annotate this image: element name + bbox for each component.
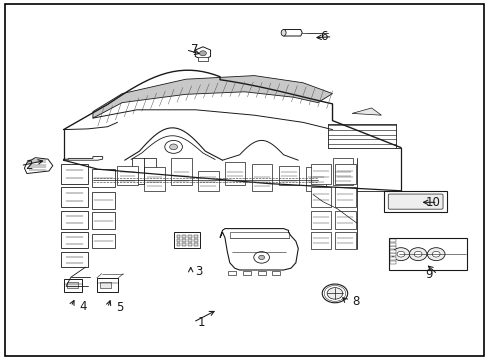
FancyBboxPatch shape — [182, 239, 186, 242]
Polygon shape — [63, 279, 82, 292]
Text: 3: 3 — [195, 265, 203, 278]
Polygon shape — [334, 164, 355, 184]
Polygon shape — [251, 164, 272, 191]
FancyBboxPatch shape — [389, 261, 395, 264]
Polygon shape — [305, 167, 325, 191]
Polygon shape — [61, 211, 88, 229]
Polygon shape — [92, 169, 115, 187]
FancyBboxPatch shape — [389, 250, 395, 253]
Polygon shape — [61, 232, 88, 248]
FancyBboxPatch shape — [182, 243, 186, 246]
FancyBboxPatch shape — [194, 239, 198, 242]
Polygon shape — [383, 191, 447, 212]
FancyBboxPatch shape — [182, 235, 186, 238]
FancyBboxPatch shape — [194, 235, 198, 238]
FancyBboxPatch shape — [389, 246, 395, 249]
Polygon shape — [92, 212, 115, 229]
Polygon shape — [198, 171, 218, 191]
Polygon shape — [278, 166, 299, 185]
Text: 5: 5 — [116, 301, 123, 314]
Text: 9: 9 — [425, 268, 432, 281]
FancyBboxPatch shape — [188, 235, 192, 238]
FancyBboxPatch shape — [389, 257, 395, 260]
Text: 6: 6 — [320, 30, 327, 43]
Polygon shape — [351, 108, 381, 115]
Polygon shape — [334, 187, 355, 207]
Circle shape — [199, 51, 206, 56]
FancyBboxPatch shape — [100, 282, 111, 288]
FancyBboxPatch shape — [194, 243, 198, 246]
Polygon shape — [24, 158, 53, 174]
Circle shape — [258, 255, 264, 260]
Polygon shape — [257, 271, 265, 275]
Circle shape — [413, 251, 421, 257]
Polygon shape — [310, 232, 330, 249]
FancyBboxPatch shape — [389, 243, 395, 246]
Circle shape — [169, 144, 177, 150]
Polygon shape — [173, 232, 200, 248]
Circle shape — [396, 251, 404, 257]
Polygon shape — [332, 158, 352, 185]
Circle shape — [164, 140, 182, 153]
Polygon shape — [243, 271, 250, 275]
FancyBboxPatch shape — [389, 239, 395, 242]
Text: 2: 2 — [25, 159, 33, 172]
Polygon shape — [198, 57, 207, 61]
Polygon shape — [334, 232, 355, 249]
Polygon shape — [93, 76, 332, 118]
Text: 10: 10 — [425, 196, 439, 209]
Polygon shape — [171, 158, 191, 185]
Text: 1: 1 — [198, 316, 205, 329]
Polygon shape — [92, 234, 115, 248]
Polygon shape — [97, 278, 118, 292]
FancyBboxPatch shape — [176, 243, 180, 246]
Circle shape — [391, 248, 409, 261]
FancyBboxPatch shape — [176, 235, 180, 238]
Polygon shape — [310, 211, 330, 229]
Polygon shape — [228, 271, 236, 275]
Polygon shape — [132, 158, 156, 184]
FancyBboxPatch shape — [389, 253, 395, 256]
Polygon shape — [61, 187, 88, 207]
Ellipse shape — [281, 30, 285, 36]
Circle shape — [431, 251, 439, 257]
Text: 4: 4 — [79, 300, 87, 313]
Polygon shape — [310, 164, 330, 184]
Polygon shape — [310, 187, 330, 207]
Polygon shape — [144, 167, 164, 191]
Text: 8: 8 — [351, 295, 359, 308]
FancyBboxPatch shape — [188, 239, 192, 242]
Polygon shape — [117, 166, 138, 185]
Polygon shape — [220, 229, 298, 270]
Polygon shape — [195, 47, 210, 60]
FancyBboxPatch shape — [188, 243, 192, 246]
Polygon shape — [283, 30, 302, 36]
Polygon shape — [272, 271, 280, 275]
FancyBboxPatch shape — [387, 194, 442, 209]
Circle shape — [427, 248, 444, 261]
Text: 7: 7 — [190, 43, 198, 56]
Polygon shape — [61, 252, 88, 267]
Circle shape — [322, 284, 347, 303]
Polygon shape — [388, 238, 466, 270]
Polygon shape — [334, 211, 355, 229]
Circle shape — [408, 248, 426, 261]
Polygon shape — [61, 164, 88, 184]
FancyBboxPatch shape — [176, 239, 180, 242]
Polygon shape — [224, 162, 245, 185]
Circle shape — [326, 288, 342, 299]
FancyBboxPatch shape — [67, 282, 78, 288]
Polygon shape — [92, 192, 115, 209]
Circle shape — [253, 252, 269, 263]
